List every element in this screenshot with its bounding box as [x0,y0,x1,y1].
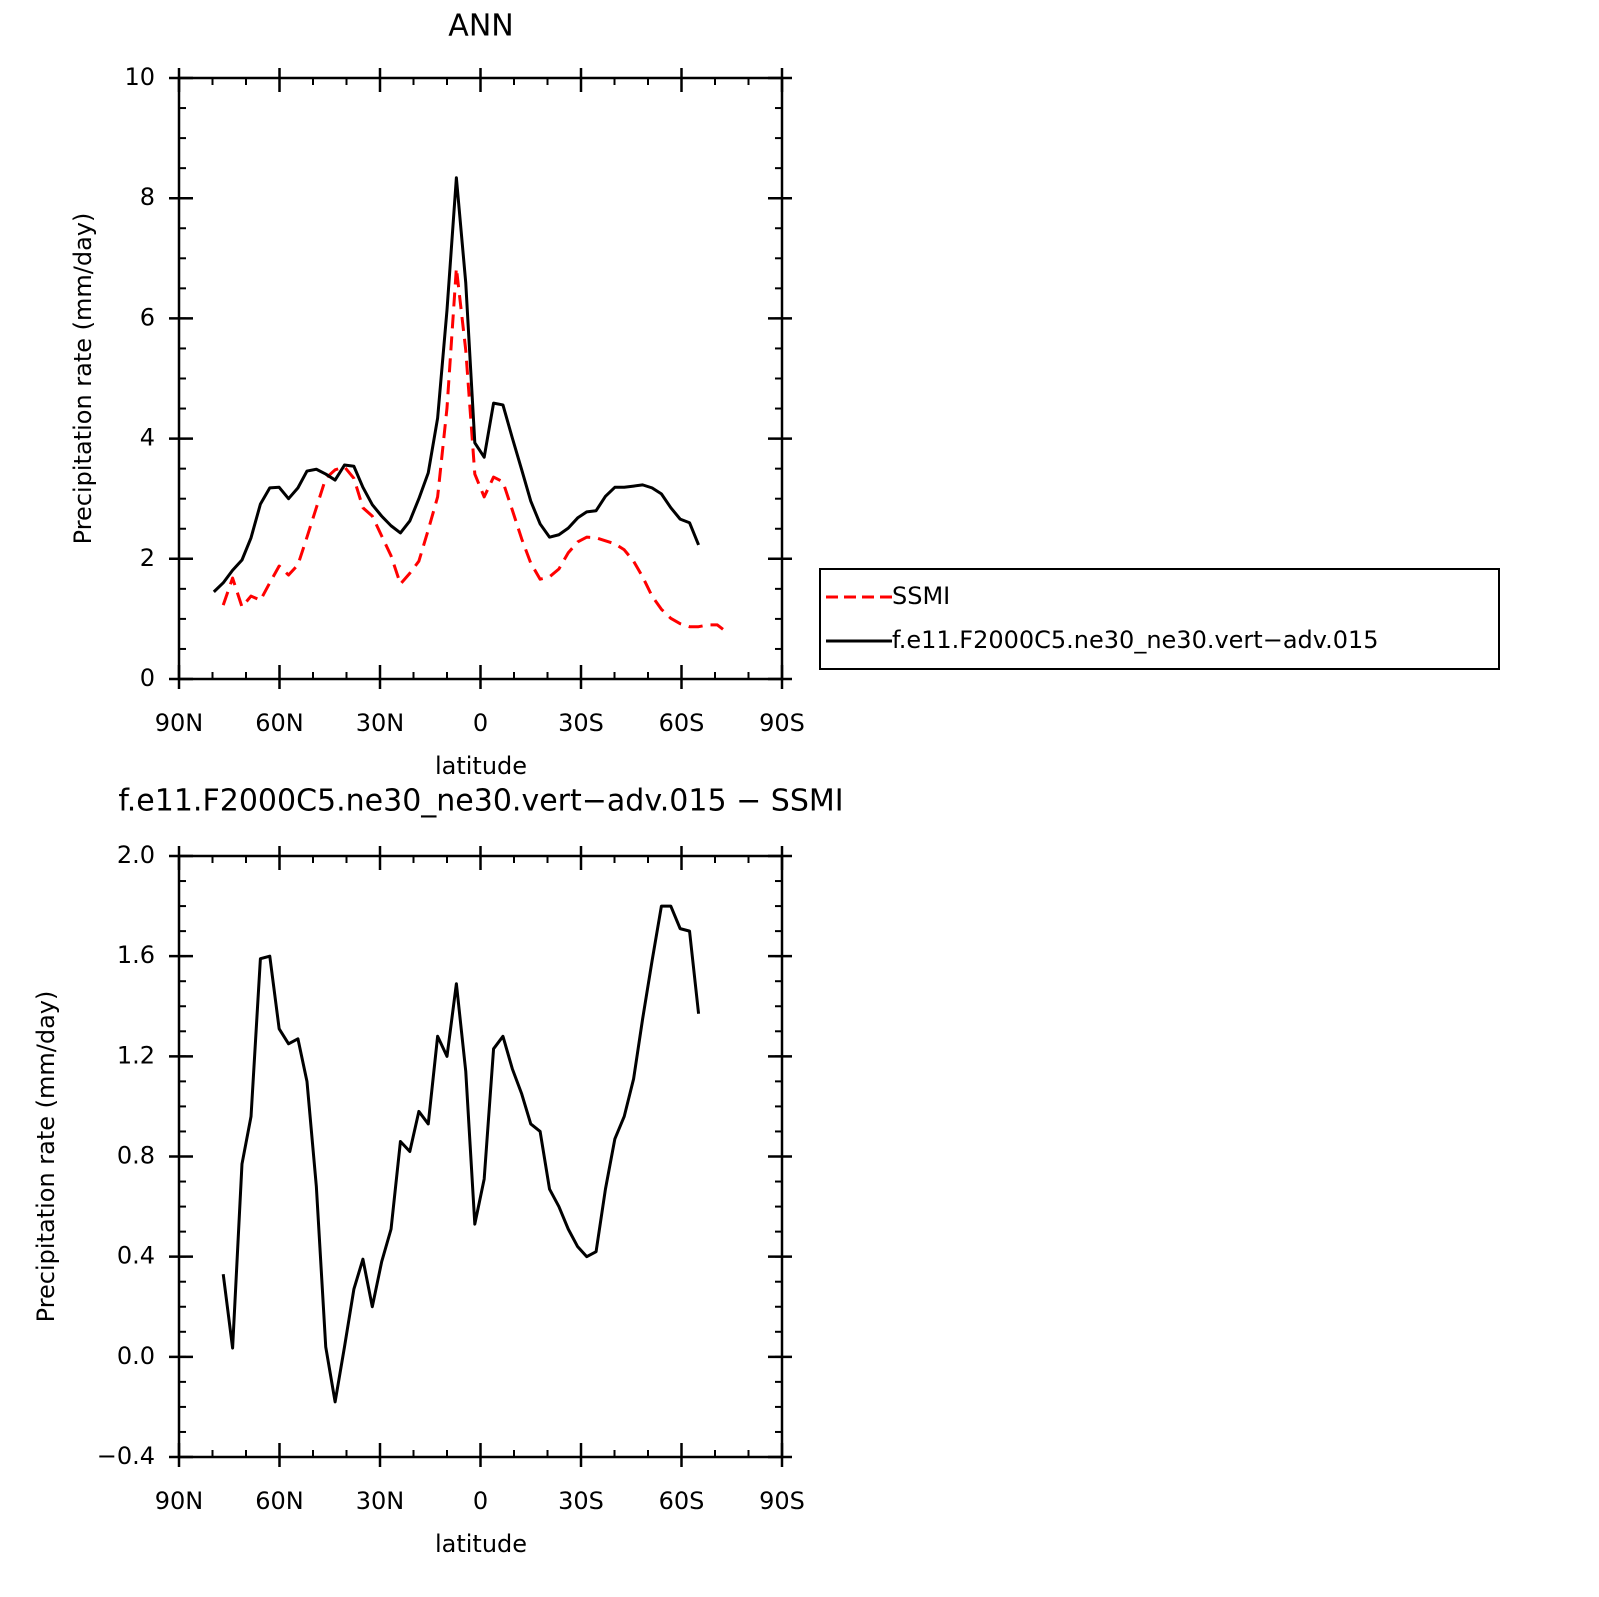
legend-label: f.e11.F2000C5.ne30_ne30.vert−adv.015 [892,626,1379,654]
x-axis-label: latitude [435,1530,527,1558]
x-tick-label: 90N [155,709,204,737]
y-tick-label: 2.0 [117,841,155,869]
legend-label: SSMI [892,582,950,610]
y-axis-label: Precipitation rate (mm/day) [69,213,97,545]
y-tick-label: 4 [140,424,155,452]
x-tick-label: 30S [558,709,604,737]
x-tick-label: 90S [759,709,805,737]
x-tick-label: 60S [659,1487,705,1515]
plot-frame [177,76,784,681]
y-tick-label: 0 [140,664,155,692]
y-tick-label: 1.6 [117,941,155,969]
y-tick-label: 10 [124,63,155,91]
y-tick-label: 0.0 [117,1342,155,1370]
x-tick-label: 90S [759,1487,805,1515]
y-tick-label: 0.4 [117,1242,155,1270]
x-tick-label: 30S [558,1487,604,1515]
chart-title: f.e11.F2000C5.ne30_ne30.vert−adv.015 − S… [118,784,843,819]
y-tick-label: −0.4 [97,1442,155,1470]
y-axis-label: Precipitation rate (mm/day) [32,991,60,1323]
data-line [221,266,730,636]
x-tick-label: 0 [473,1487,488,1515]
y-tick-label: 0.8 [117,1142,155,1170]
x-tick-label: 90N [155,1487,204,1515]
y-tick-label: 1.2 [117,1041,155,1069]
x-axis-label: latitude [435,752,527,780]
x-tick-label: 30N [356,1487,405,1515]
x-tick-label: 0 [473,709,488,737]
y-tick-label: 2 [140,544,155,572]
data-line [221,904,701,1404]
legend-box [819,568,1500,670]
x-tick-label: 60N [255,1487,304,1515]
y-tick-label: 6 [140,303,155,331]
x-tick-label: 30N [356,709,405,737]
x-tick-label: 60N [255,709,304,737]
chart-title: ANN [448,9,513,44]
data-line [212,176,700,593]
x-tick-label: 60S [659,709,705,737]
y-tick-label: 8 [140,183,155,211]
